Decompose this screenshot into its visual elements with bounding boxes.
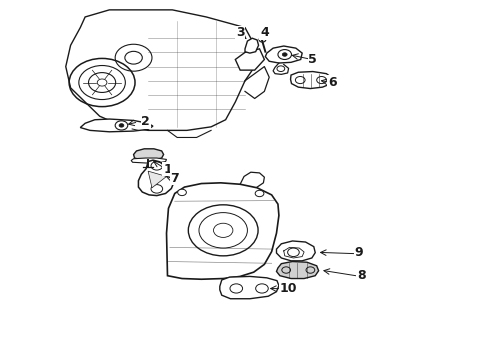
Polygon shape bbox=[167, 183, 279, 279]
Text: 8: 8 bbox=[357, 269, 366, 282]
Polygon shape bbox=[266, 46, 302, 63]
Text: 9: 9 bbox=[355, 246, 363, 259]
Circle shape bbox=[282, 53, 287, 56]
Polygon shape bbox=[80, 119, 153, 132]
Circle shape bbox=[178, 189, 186, 195]
Polygon shape bbox=[235, 49, 265, 70]
Polygon shape bbox=[138, 160, 174, 195]
Polygon shape bbox=[131, 158, 167, 163]
Text: 10: 10 bbox=[280, 282, 297, 294]
Text: 3: 3 bbox=[236, 26, 245, 39]
Polygon shape bbox=[276, 241, 315, 261]
Polygon shape bbox=[134, 149, 164, 160]
Text: 1: 1 bbox=[163, 163, 172, 176]
Text: 7: 7 bbox=[171, 172, 179, 185]
Text: 6: 6 bbox=[328, 76, 337, 89]
Polygon shape bbox=[148, 171, 167, 188]
Polygon shape bbox=[220, 276, 279, 299]
Circle shape bbox=[119, 123, 124, 127]
Polygon shape bbox=[291, 72, 332, 89]
Polygon shape bbox=[245, 38, 259, 53]
Polygon shape bbox=[276, 261, 318, 279]
Text: 5: 5 bbox=[308, 53, 317, 66]
Text: 2: 2 bbox=[141, 115, 150, 128]
Polygon shape bbox=[66, 10, 255, 130]
Circle shape bbox=[255, 190, 264, 197]
Text: 4: 4 bbox=[260, 26, 269, 39]
